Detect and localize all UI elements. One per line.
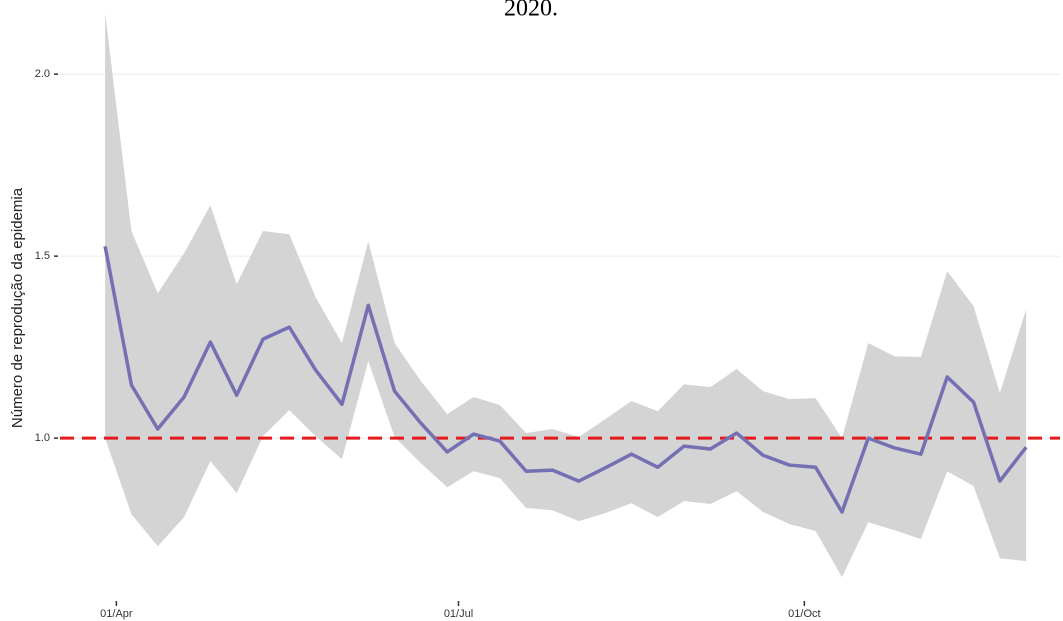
x-tick-label: 01/Oct <box>788 608 820 620</box>
x-tick-label: 01/Jul <box>444 608 473 620</box>
y-tick-label: 1.0 <box>35 432 50 444</box>
y-axis-label: Número de reprodução da epidemia <box>9 187 26 428</box>
y-tick-label: 2.0 <box>35 68 50 80</box>
chart-title: 2020. <box>504 0 558 22</box>
confidence-band <box>105 13 1027 578</box>
y-tick-label: 1.5 <box>35 250 50 262</box>
r-line <box>103 245 1028 514</box>
x-tick-label: 01/Apr <box>100 608 133 620</box>
